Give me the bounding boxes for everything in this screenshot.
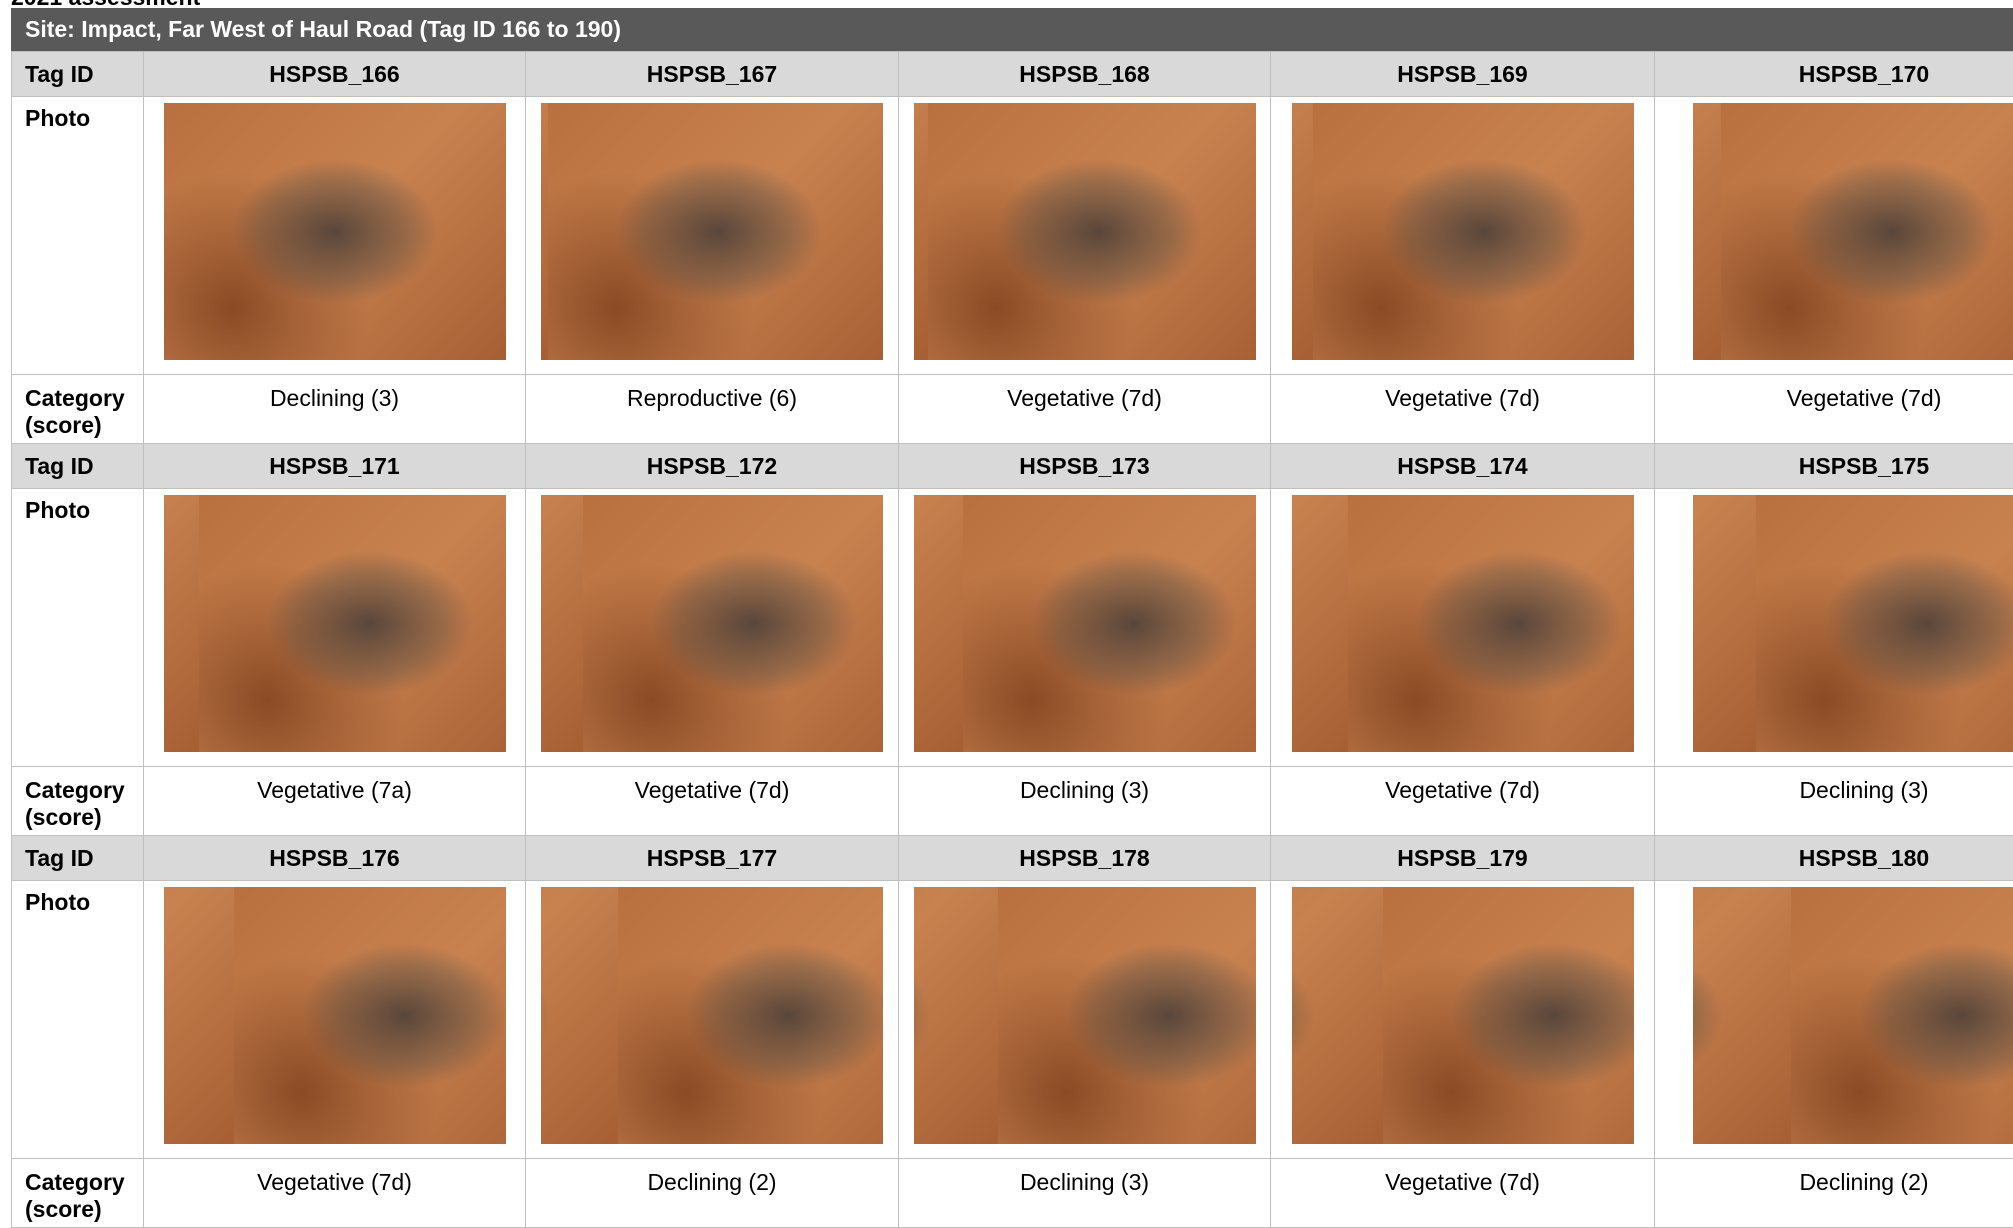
photo-row: Photo [12,97,2013,375]
tag-id: HSPSB_167 [526,52,899,97]
tag-id: HSPSB_177 [526,836,899,881]
tag-id: HSPSB_166 [144,52,526,97]
photo-cell [526,97,899,375]
category-row: Category (score)Vegetative (7a)Vegetativ… [12,767,2013,836]
photo [1693,495,2013,752]
tag-id: HSPSB_168 [899,52,1271,97]
photo [1693,103,2013,360]
photo [1292,887,1634,1144]
photo-cell [144,489,526,767]
category: Declining (2) [1655,1159,2013,1228]
row-label: Tag ID [12,444,144,489]
tag-id: HSPSB_176 [144,836,526,881]
row-label: Photo [12,97,144,375]
photo-cell [1655,97,2013,375]
photo [541,495,883,752]
photo [914,103,1256,360]
category: Declining (3) [1655,767,2013,836]
tag-id: HSPSB_170 [1655,52,2013,97]
category: Declining (3) [899,1159,1271,1228]
category: Vegetative (7d) [526,767,899,836]
photo [914,887,1256,1144]
photo [164,887,506,1144]
photo [1292,103,1634,360]
photo-row: Photo [12,489,2013,767]
photo [164,495,506,752]
category: Vegetative (7d) [1271,1159,1655,1228]
row-label: Tag ID [12,836,144,881]
category: Declining (3) [144,375,526,444]
photo-cell [1655,881,2013,1159]
tag-id: HSPSB_173 [899,444,1271,489]
photo-cell [899,97,1271,375]
photo [541,887,883,1144]
photo-cell [144,97,526,375]
photo-cell [899,881,1271,1159]
category: Vegetative (7d) [1655,375,2013,444]
row-label: Photo [12,881,144,1159]
category: Declining (3) [899,767,1271,836]
tag-id: HSPSB_178 [899,836,1271,881]
tag-id: HSPSB_175 [1655,444,2013,489]
row-label: Category (score) [12,375,144,444]
photo [1292,495,1634,752]
row-label: Tag ID [12,52,144,97]
photo-cell [526,489,899,767]
tag-id: HSPSB_169 [1271,52,1655,97]
photo-cell [899,489,1271,767]
photo-cell [1271,97,1655,375]
tag-id: HSPSB_180 [1655,836,2013,881]
photo-cell [144,881,526,1159]
photo-cell [1655,489,2013,767]
category: Reproductive (6) [526,375,899,444]
tag-id: HSPSB_174 [1271,444,1655,489]
photo-cell [526,881,899,1159]
row-label: Category (score) [12,1159,144,1228]
row-label: Photo [12,489,144,767]
photo [164,103,506,360]
photo [541,103,883,360]
tag-id: HSPSB_171 [144,444,526,489]
category-row: Category (score)Vegetative (7d)Declining… [12,1159,2013,1228]
photo-cell [1271,881,1655,1159]
photo-row: Photo [12,881,2013,1159]
photo [1693,887,2013,1144]
category: Vegetative (7d) [899,375,1271,444]
category: Vegetative (7d) [144,1159,526,1228]
page: 2021 assessment Site: Impact, Far West o… [0,0,2013,1197]
tag-id: HSPSB_179 [1271,836,1655,881]
row-label: Category (score) [12,767,144,836]
tag-id: HSPSB_172 [526,444,899,489]
photo-cell [1271,489,1655,767]
category: Declining (2) [526,1159,899,1228]
photo [914,495,1256,752]
category: Vegetative (7d) [1271,375,1655,444]
category: Vegetative (7a) [144,767,526,836]
category-row: Category (score)Declining (3)Reproductiv… [12,375,2013,444]
site-bar: Site: Impact, Far West of Haul Road (Tag… [11,8,2013,51]
category: Vegetative (7d) [1271,767,1655,836]
